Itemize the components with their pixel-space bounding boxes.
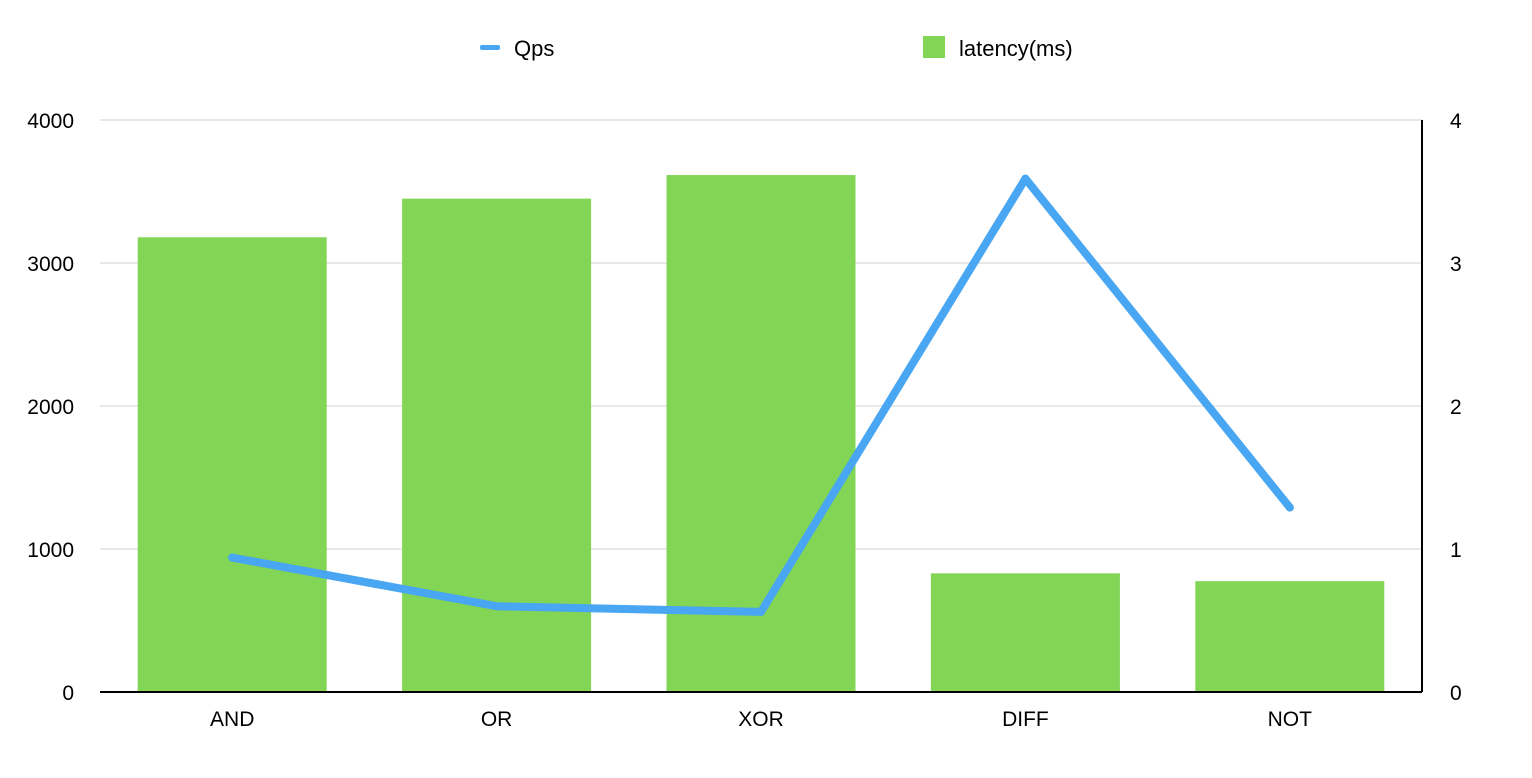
qps-point-not[interactable]	[1285, 503, 1294, 512]
x-tick-label-xor: XOR	[738, 708, 784, 731]
legend-latency-label: latency(ms)	[959, 36, 1073, 61]
y-left-tick-label: 2000	[27, 396, 74, 419]
y-right-tick-label: 4	[1450, 110, 1462, 133]
bar-or[interactable]	[402, 198, 592, 692]
qps-point-and[interactable]	[228, 553, 237, 562]
bar-and[interactable]	[137, 237, 327, 692]
tick-labels: 0 1000 2000 3000 4000 0 1 2 3 4 AND OR XOR DIFF NOT	[27, 110, 1462, 731]
x-tick-label-diff: DIFF	[1002, 708, 1049, 731]
qps-line-series	[228, 174, 1294, 616]
y-left-tick-label: 3000	[27, 253, 74, 276]
bar-diff[interactable]	[930, 573, 1120, 692]
y-left-tick-label: 4000	[27, 110, 74, 133]
x-tick-label-and: AND	[210, 708, 254, 731]
qps-point-or[interactable]	[492, 602, 501, 611]
x-tick-label-or: OR	[481, 708, 513, 731]
y-right-tick-label: 3	[1450, 253, 1462, 276]
chart-legend: Qps latency(ms)	[480, 36, 1073, 61]
y-left-tick-label: 1000	[27, 539, 74, 562]
axes	[100, 120, 1423, 693]
y-right-tick-label: 0	[1450, 682, 1462, 705]
latency-bars	[137, 175, 1385, 692]
y-right-tick-label: 2	[1450, 396, 1462, 419]
x-tick-label-not: NOT	[1268, 708, 1313, 731]
legend-item-latency[interactable]: latency(ms)	[923, 36, 1073, 61]
legend-item-qps[interactable]: Qps	[480, 36, 554, 61]
y-left-tick-label: 0	[62, 682, 74, 705]
bar-not[interactable]	[1195, 581, 1385, 692]
qps-point-xor[interactable]	[757, 607, 765, 616]
qps-point-diff[interactable]	[1021, 174, 1030, 183]
legend-latency-square-marker	[923, 36, 945, 58]
y-right-tick-label: 1	[1450, 539, 1462, 562]
legend-qps-label: Qps	[514, 36, 554, 61]
legend-qps-line-marker	[480, 45, 500, 50]
